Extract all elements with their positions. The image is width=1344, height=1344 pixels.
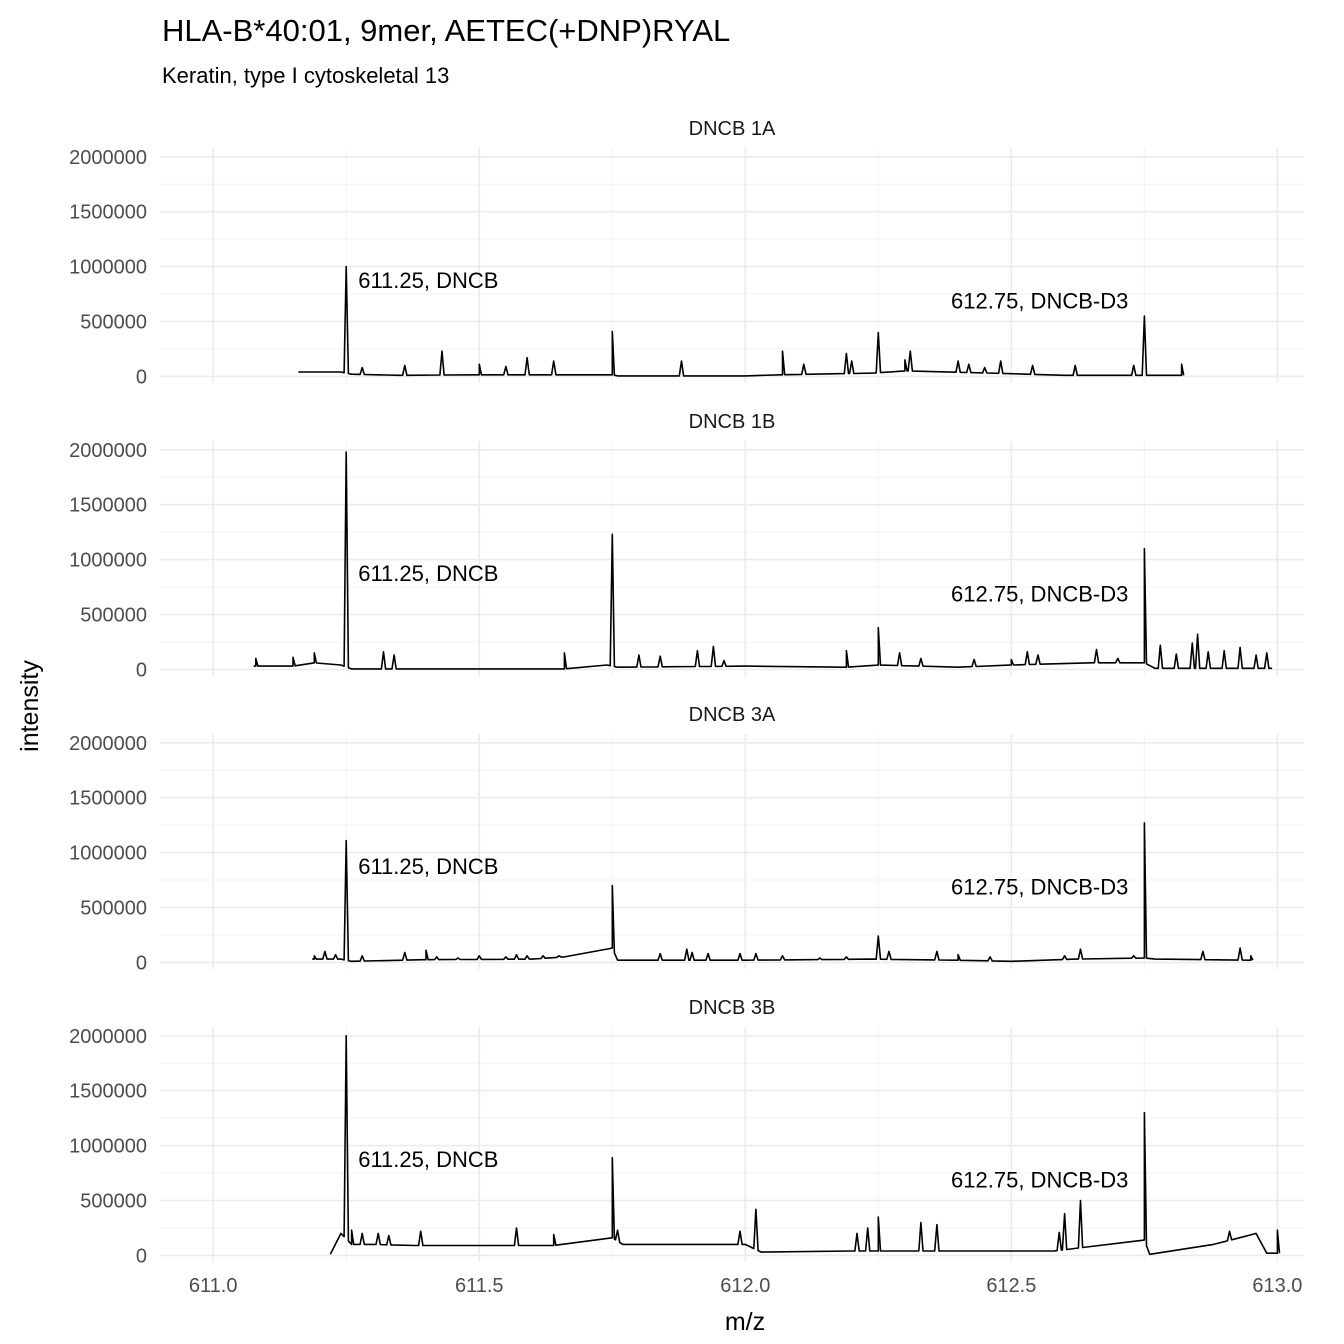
y-tick-label: 500000 — [80, 605, 147, 627]
y-tick-label: 1500000 — [69, 202, 147, 224]
y-tick-label: 500000 — [80, 1191, 147, 1213]
y-tick-label: 1500000 — [69, 788, 147, 810]
peak-annotation: 611.25, DNCB — [358, 561, 498, 586]
y-tick-label: 0 — [136, 366, 147, 388]
y-tick-label: 2000000 — [69, 733, 147, 755]
facet-panels: 0 500000 1000000 1500000 2000000 DNCB 1A 611.2… — [69, 118, 1304, 1267]
facet-panel: 0 500000 1000000 1500000 2000000 DNCB 3B 611.2… — [69, 997, 1304, 1267]
peak-annotation: 611.25, DNCB — [358, 854, 498, 879]
y-tick-label: 2000000 — [69, 147, 147, 169]
x-tick-label: 611.0 — [189, 1275, 238, 1297]
facet-strip-label: DNCB 1A — [689, 118, 776, 140]
facet-panel: 0 500000 1000000 1500000 2000000 DNCB 1A 611.2… — [69, 118, 1304, 388]
y-tick-label: 2000000 — [69, 440, 147, 462]
peak-annotation: 611.25, DNCB — [358, 268, 498, 293]
facet-strip-label: DNCB 1B — [689, 411, 776, 433]
peak-annotation: 611.25, DNCB — [358, 1147, 498, 1172]
spectrum-trace — [298, 265, 1185, 377]
y-tick-label: 0 — [136, 1245, 147, 1267]
x-tick-label: 612.5 — [986, 1275, 1036, 1297]
x-tick-label: 611.5 — [455, 1275, 504, 1297]
x-tick-label: 612.0 — [720, 1275, 770, 1297]
chart-title: HLA-B*40:01, 9mer, AETEC(+DNP)RYAL — [162, 13, 730, 48]
y-tick-label: 0 — [136, 659, 147, 681]
peak-annotation: 612.75, DNCB-D3 — [951, 875, 1128, 900]
y-tick-label: 1000000 — [69, 550, 147, 572]
spectrum-trace — [329, 1035, 1281, 1256]
y-tick-label: 1500000 — [69, 495, 147, 517]
y-tick-label: 500000 — [80, 898, 147, 920]
spectrum-trace — [312, 822, 1254, 963]
y-tick-label: 1500000 — [69, 1081, 147, 1103]
y-tick-label: 500000 — [80, 312, 147, 334]
peak-annotation: 612.75, DNCB-D3 — [951, 1168, 1128, 1193]
x-axis-title: m/z — [725, 1308, 765, 1336]
y-tick-label: 1000000 — [69, 843, 147, 865]
y-tick-label: 1000000 — [69, 1136, 147, 1158]
y-tick-label: 1000000 — [69, 257, 147, 279]
x-axis: 611.0 611.5 612.0 612.5 613.0 — [189, 1275, 1303, 1297]
facet-panel: 0 500000 1000000 1500000 2000000 DNCB 1B 611.2… — [69, 411, 1304, 681]
facet-strip-label: DNCB 3A — [689, 704, 776, 726]
peak-annotation: 612.75, DNCB-D3 — [951, 289, 1128, 314]
y-tick-label: 2000000 — [69, 1026, 147, 1048]
facet-strip-label: DNCB 3B — [689, 997, 776, 1019]
facet-panel: 0 500000 1000000 1500000 2000000 DNCB 3A 611.2… — [69, 704, 1304, 974]
peak-annotation: 612.75, DNCB-D3 — [951, 582, 1128, 607]
y-axis-title: intensity — [16, 660, 44, 752]
spectrum-trace — [253, 451, 1273, 670]
x-tick-label: 613.0 — [1252, 1275, 1302, 1297]
y-tick-label: 0 — [136, 952, 147, 974]
chart-subtitle: Keratin, type I cytoskeletal 13 — [162, 63, 449, 88]
